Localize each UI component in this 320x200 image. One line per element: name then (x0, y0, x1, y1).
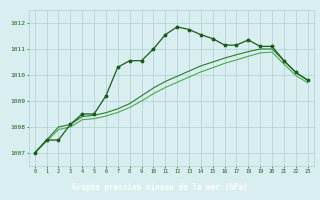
Text: Graphe pression niveau de la mer (hPa): Graphe pression niveau de la mer (hPa) (72, 182, 248, 192)
